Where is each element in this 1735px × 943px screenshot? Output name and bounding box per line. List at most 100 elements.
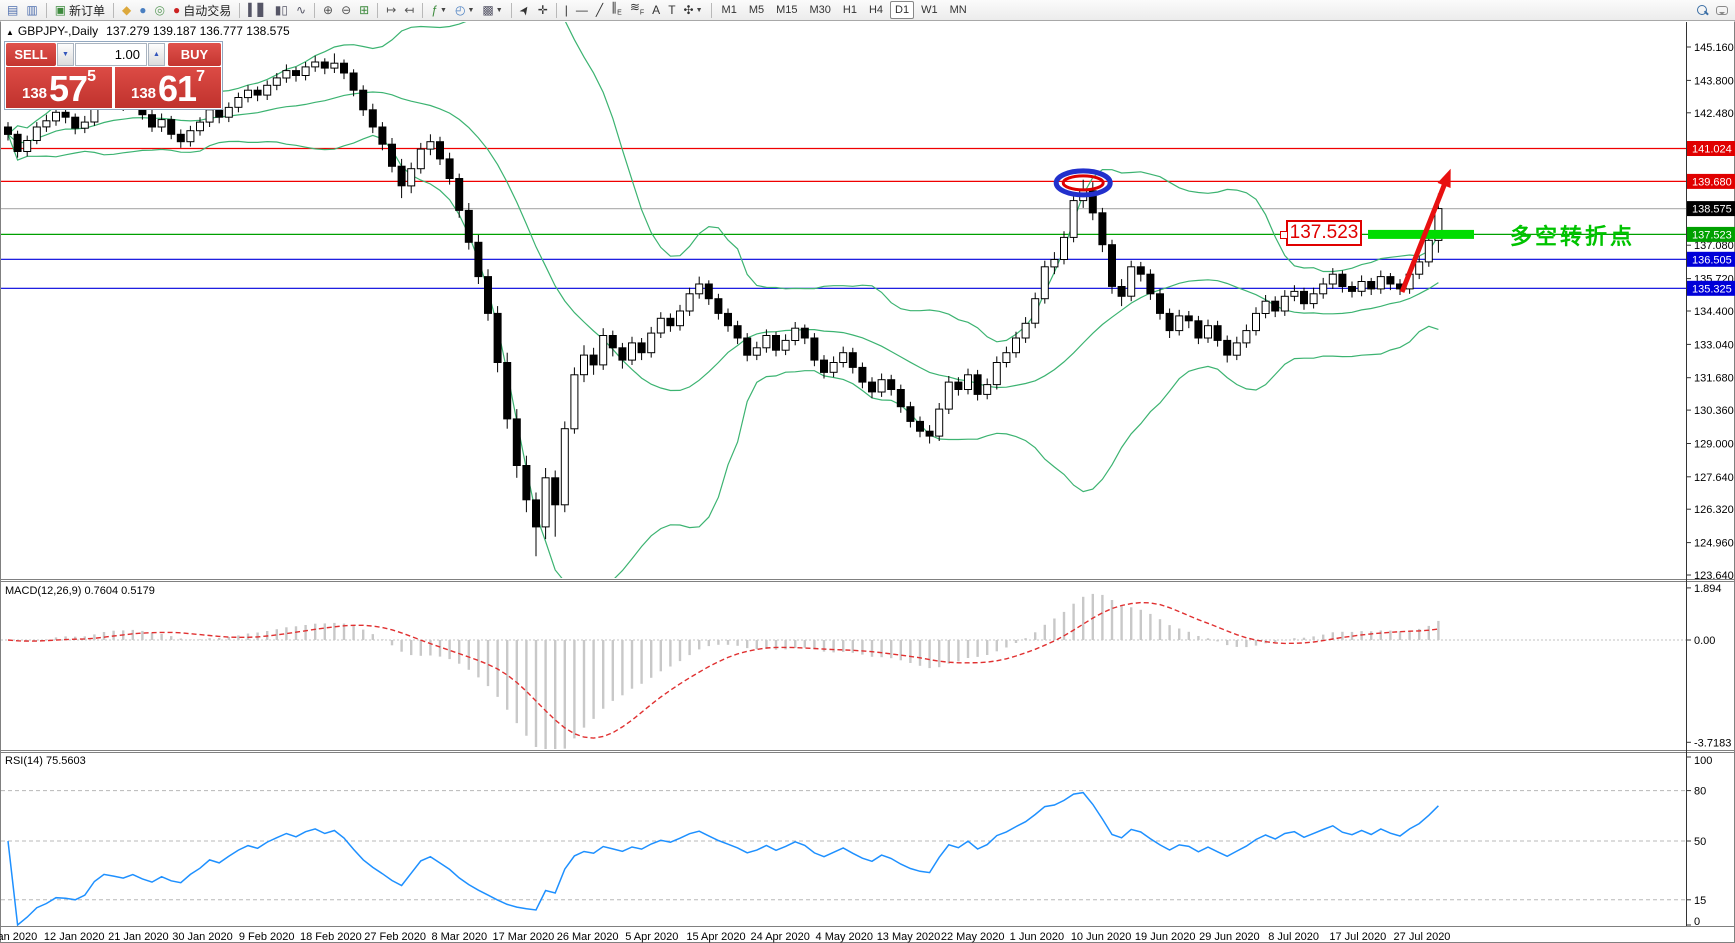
signals-button[interactable]: ◎ — [151, 1, 169, 20]
cursor-button[interactable]: ➤ — [516, 1, 534, 20]
templates-button[interactable]: ▩ ▼ — [478, 1, 506, 20]
chart-shift-button[interactable]: ↤ — [400, 1, 418, 20]
auto-scroll-button[interactable]: ↦ — [382, 1, 400, 20]
price-callout-box[interactable]: 137.523 — [1280, 220, 1362, 246]
metaeditor-button[interactable]: ◆ — [118, 1, 135, 20]
svg-text:139.680: 139.680 — [1692, 176, 1732, 188]
timeframe-H4[interactable]: H4 — [868, 4, 884, 16]
chart-shift-icon: ↤ — [404, 2, 415, 17]
text-button[interactable]: A — [648, 1, 664, 20]
volume-input[interactable] — [75, 43, 147, 66]
macd-indicator-label: MACD(12,26,9) 0.7604 0.5179 — [5, 585, 155, 597]
timeframe-MN[interactable]: MN — [949, 4, 967, 16]
svg-text:1 Jun 2020: 1 Jun 2020 — [1010, 931, 1064, 943]
new-order-icon: ▣ — [54, 2, 67, 17]
svg-text:15 Apr 2020: 15 Apr 2020 — [686, 931, 745, 943]
community-icon: ● — [139, 2, 147, 17]
svg-text:143.800: 143.800 — [1694, 75, 1734, 87]
toolbar-separator — [555, 2, 557, 18]
svg-text:17 Jul 2020: 17 Jul 2020 — [1329, 931, 1386, 943]
sell-price-big: 57 — [49, 68, 88, 109]
svg-text:1.894: 1.894 — [1694, 583, 1722, 595]
peak-ellipse-annotation[interactable] — [1053, 168, 1113, 198]
tile-windows-icon: ⊞ — [359, 2, 370, 17]
timeframe-M15[interactable]: M15 — [776, 4, 798, 16]
periods-button[interactable]: ◴ ▼ — [451, 1, 478, 20]
sell-price-prefix: 138 — [22, 85, 48, 102]
bar-chart-type-icon: ▍▋ — [248, 2, 267, 17]
sell-button[interactable]: SELL — [6, 43, 56, 66]
toolbar-separator — [377, 2, 379, 18]
candlestick-type-button[interactable]: ▮▯ — [271, 1, 292, 20]
trend-arrow-annotation[interactable] — [1399, 168, 1451, 293]
buy-price-display[interactable]: 138 61 7 — [115, 67, 221, 108]
data-window-button[interactable]: ▥ — [22, 1, 41, 20]
timeframe-M1[interactable]: M1 — [721, 4, 737, 16]
timeframe-M30[interactable]: M30 — [809, 4, 831, 16]
svg-text:12 Jan 2020: 12 Jan 2020 — [44, 931, 105, 943]
fibonacci-button[interactable]: ≋F — [626, 0, 648, 20]
vertical-line-button[interactable]: | — [561, 1, 572, 20]
crosshair-icon: ✛ — [537, 2, 548, 17]
svg-text:29 Jun 2020: 29 Jun 2020 — [1199, 931, 1260, 943]
new-order-button[interactable]: ▣ 新订单 — [51, 1, 109, 20]
tile-windows-button[interactable]: ⊞ — [355, 1, 373, 20]
svg-text:130.360: 130.360 — [1694, 405, 1734, 417]
timeframe-M5[interactable]: M5 — [748, 4, 765, 16]
text-icon: A — [652, 2, 661, 17]
metaeditor-icon: ◆ — [122, 2, 132, 17]
search-button[interactable] — [1693, 1, 1712, 20]
vertical-line-icon: | — [564, 2, 568, 17]
text-label-button[interactable]: T — [664, 1, 679, 20]
fibonacci-icon: ≋F — [629, 0, 645, 17]
volume-decrease-button[interactable]: ▼ — [57, 43, 74, 66]
line-chart-type-button[interactable]: ∿ — [292, 1, 310, 20]
community-button[interactable]: ● — [135, 1, 150, 20]
arrows-button[interactable]: ✣ ▼ — [680, 1, 707, 20]
timeframe-W1[interactable]: W1 — [921, 4, 938, 16]
arrows-icon: ✣ — [683, 2, 694, 17]
svg-text:10 Jun 2020: 10 Jun 2020 — [1071, 931, 1132, 943]
indicators-list-button[interactable]: ƒ ▼ — [427, 1, 451, 20]
support-highlight-bar[interactable] — [1368, 229, 1474, 239]
new-order-label: 新订单 — [69, 3, 106, 18]
zoom-in-button[interactable]: ⊕ — [319, 1, 337, 20]
svg-text:17 Mar 2020: 17 Mar 2020 — [493, 931, 555, 943]
market-watch-button[interactable]: ▤ — [3, 1, 22, 20]
timeframe-H1[interactable]: H1 — [842, 4, 857, 16]
volume-increase-button[interactable]: ▲ — [148, 43, 165, 66]
svg-text:137.523: 137.523 — [1692, 229, 1732, 241]
macd-axis-ticks: 1.894 0.00 -3.7183 — [1686, 583, 1731, 749]
sell-price-display[interactable]: 138 57 5 — [6, 67, 112, 108]
zoom-out-button[interactable]: ⊖ — [337, 1, 355, 20]
svg-text:13 May 2020: 13 May 2020 — [877, 931, 941, 943]
market-watch-icon: ▤ — [7, 2, 19, 17]
dropdown-arrow-icon: ▼ — [440, 6, 447, 14]
buy-button[interactable]: BUY — [168, 43, 221, 66]
timeframe-D1[interactable]: D1 — [890, 1, 915, 19]
bar-chart-type-button[interactable]: ▍▋ — [244, 1, 270, 20]
horizontal-line-button[interactable]: — — [572, 1, 592, 20]
svg-text:124.960: 124.960 — [1694, 538, 1734, 550]
svg-text:0: 0 — [1694, 916, 1700, 928]
svg-text:19 Jun 2020: 19 Jun 2020 — [1135, 931, 1196, 943]
bollinger-bands — [7, 22, 1439, 578]
svg-text:-3.7183: -3.7183 — [1694, 737, 1731, 749]
autotrading-button[interactable]: ● 自动交易 — [169, 1, 235, 20]
chat-button[interactable] — [1712, 1, 1732, 20]
chinese-note-text[interactable]: 多空转折点 — [1510, 224, 1636, 249]
svg-text:141.024: 141.024 — [1692, 144, 1732, 156]
equidistant-channel-button[interactable]: ∥E — [607, 0, 626, 20]
svg-text:9 Feb 2020: 9 Feb 2020 — [239, 931, 295, 943]
trendline-button[interactable]: ╱ — [592, 1, 607, 20]
horizontal-level-lines[interactable] — [1, 147, 1686, 289]
search-icon — [1697, 4, 1708, 16]
crosshair-button[interactable]: ✛ — [534, 1, 552, 20]
svg-text:4 May 2020: 4 May 2020 — [816, 931, 873, 943]
auto-scroll-icon: ↦ — [386, 2, 397, 17]
text-label-icon: T — [668, 2, 676, 17]
svg-text:27 Jul 2020: 27 Jul 2020 — [1394, 931, 1451, 943]
toolbar: ▤ ▥ ▣ 新订单 ◆ ● ◎ ● 自动交易 ▍▋ ▮▯ ∿ ⊕ ⊖ ⊞ ↦ ↤ ƒ ▼ ◴ ▼ ▩ ▼ ➤ ✛ | — ╱ ∥E ≋F A… — [0, 0, 1735, 21]
